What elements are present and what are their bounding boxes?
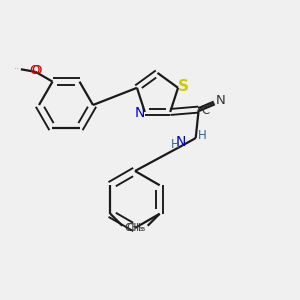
- Text: N: N: [176, 135, 186, 149]
- Text: CH₃: CH₃: [126, 223, 145, 232]
- Text: N: N: [135, 106, 145, 121]
- Text: O: O: [31, 64, 42, 77]
- Text: H: H: [171, 138, 180, 151]
- Text: N: N: [215, 94, 225, 107]
- Text: C: C: [202, 104, 210, 117]
- Text: O: O: [15, 68, 16, 69]
- Text: O: O: [17, 68, 18, 69]
- Text: S: S: [178, 79, 189, 94]
- Text: H: H: [198, 129, 207, 142]
- Text: O: O: [29, 64, 39, 77]
- Text: CH₃: CH₃: [125, 223, 144, 232]
